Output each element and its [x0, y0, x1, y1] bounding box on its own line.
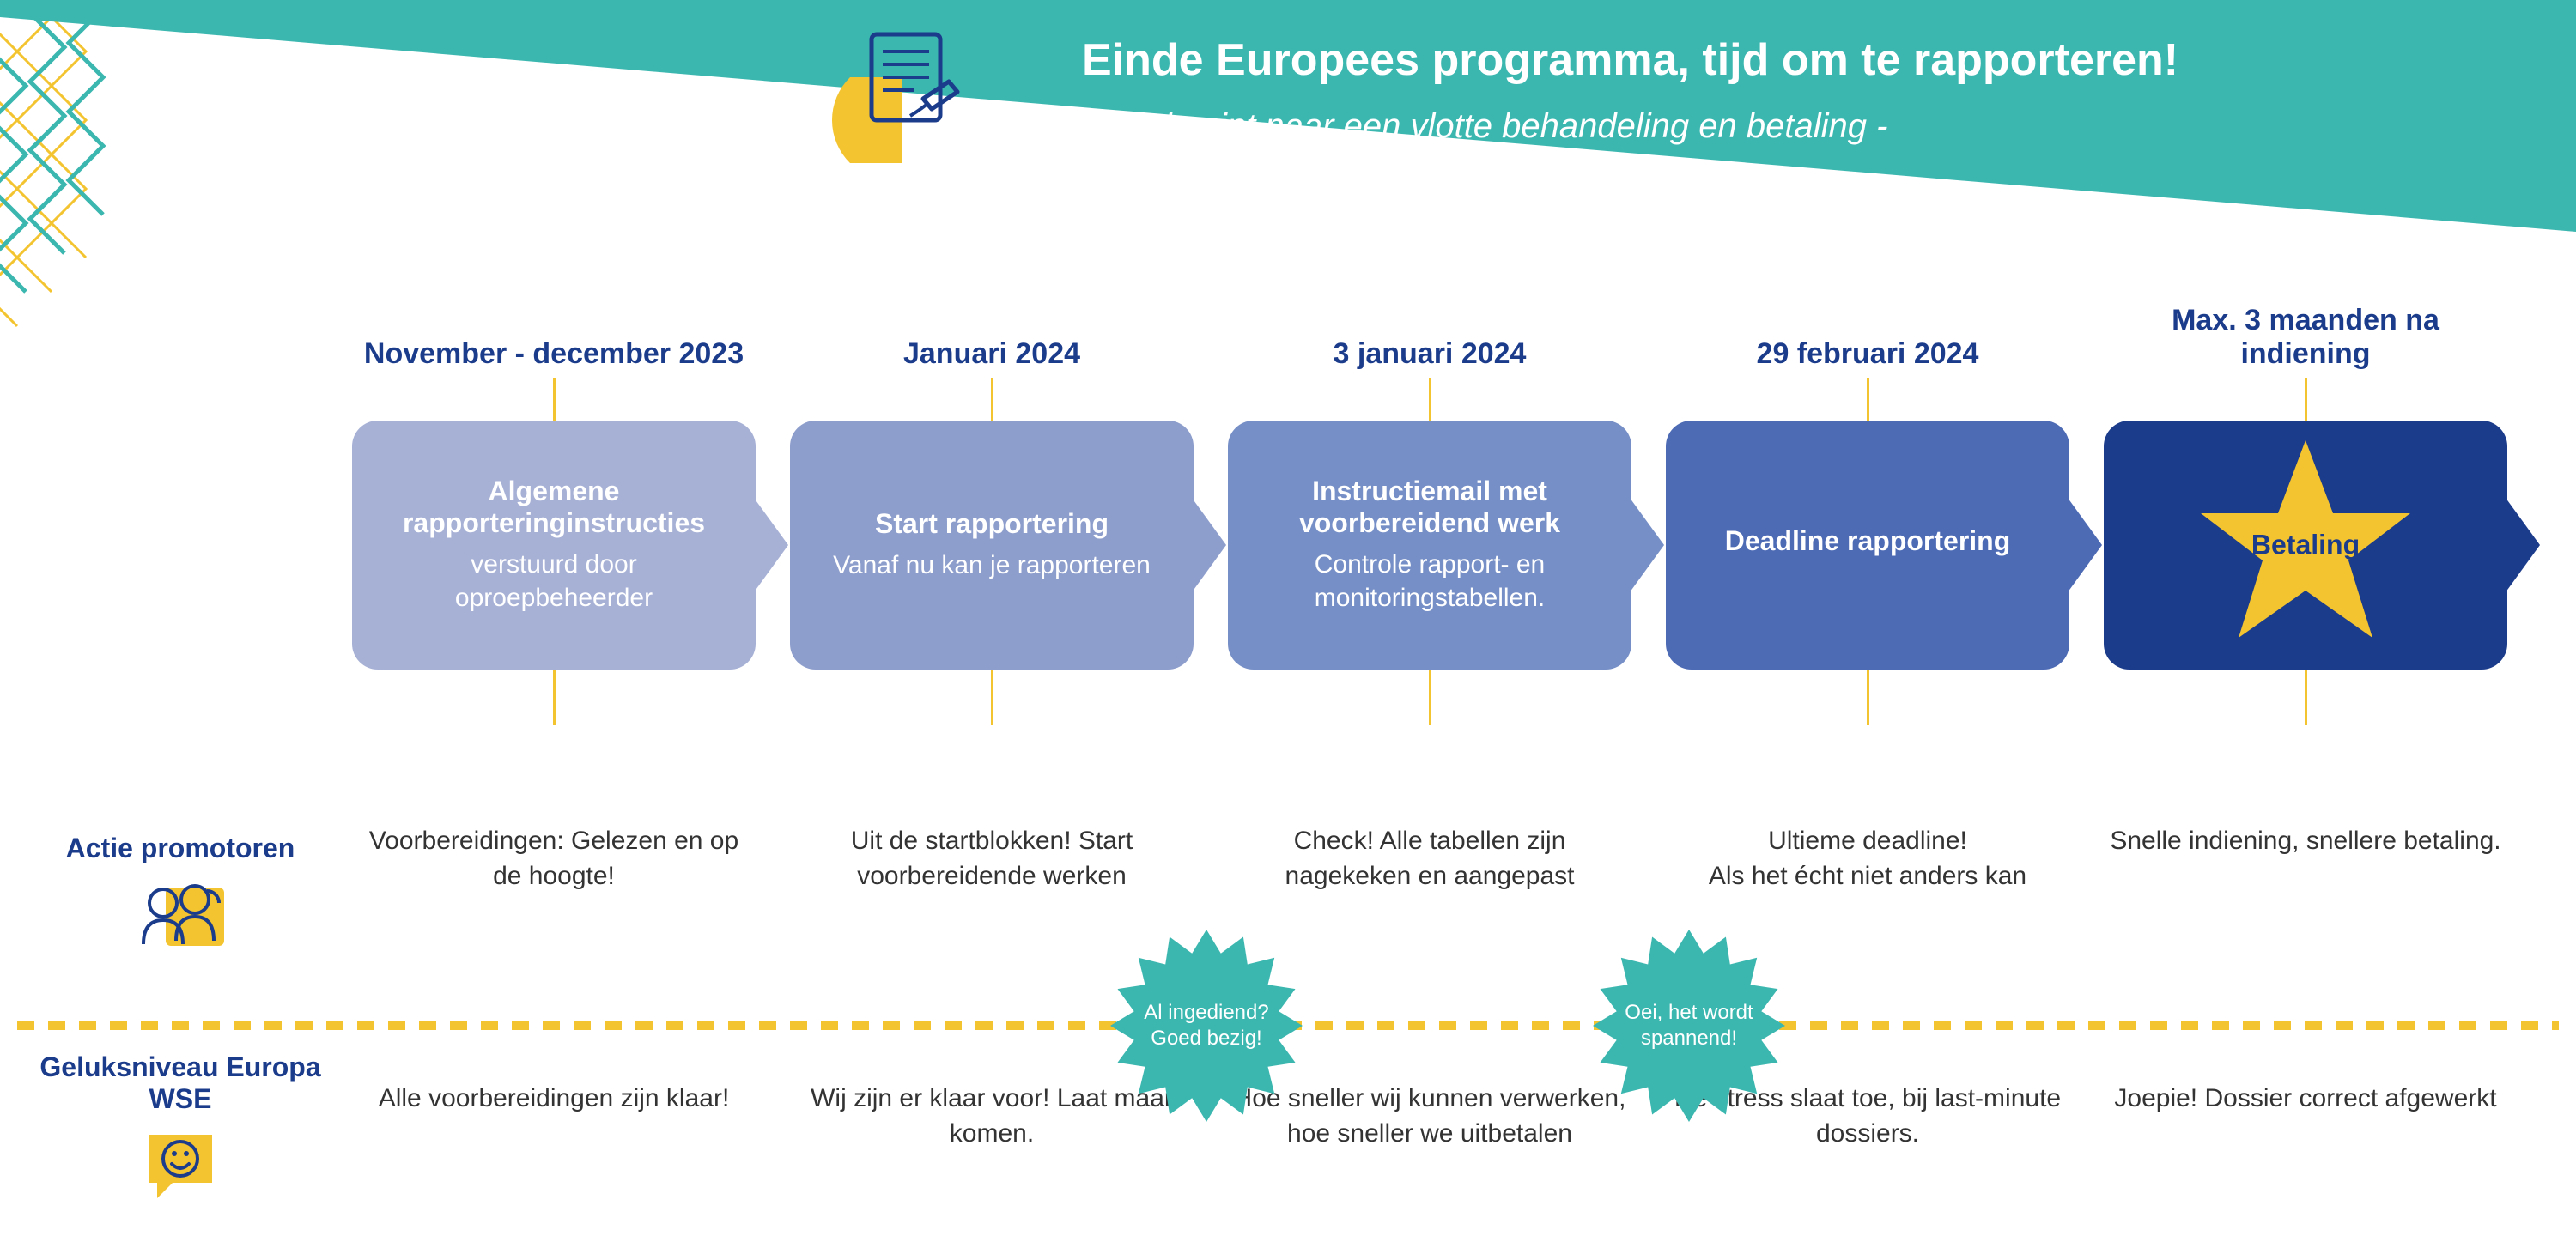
connector-line: [1867, 378, 1869, 421]
timeline-step: Januari 2024 Start rapportering Vanaf nu k…: [790, 300, 1194, 725]
timeline-step: November - december 2023 Algemene rapport…: [352, 300, 756, 725]
step-date: 3 januari 2024: [1334, 300, 1527, 378]
star-icon: Betaling: [2185, 432, 2426, 659]
star-label: Betaling: [2251, 530, 2360, 561]
connector-line: [1429, 670, 1431, 725]
burst-text: Al ingediend? Goed bezig!: [1125, 1000, 1288, 1051]
header-text: Einde Europees programma, tijd om te rap…: [1082, 34, 2178, 146]
chevron-box: Instructiemail met voorbereidend werk Con…: [1228, 421, 1631, 670]
smiley-chat-icon: [142, 1128, 219, 1209]
timeline-step: 29 februari 2024 Deadline rapportering: [1666, 300, 2069, 725]
timeline-step: 3 januari 2024 Instructiemail met voorber…: [1228, 300, 1631, 725]
actie-text: Ultieme deadline! Als het écht niet ande…: [1666, 824, 2069, 894]
box-title: Instructiemail met voorbereidend werk: [1262, 476, 1597, 539]
connector-line: [1867, 670, 1869, 725]
label-actie-promotoren: Actie promotoren: [26, 833, 335, 954]
actie-text: Voorbereidingen: Gelezen en op de hoogte…: [352, 824, 756, 894]
box-subtitle: verstuurd door oproepbeheerder: [386, 548, 721, 615]
timeline-step: Max. 3 maanden na indiening Betaling: [2104, 300, 2507, 725]
connector-line: [991, 378, 993, 421]
burst-text: Oei, het wordt spannend!: [1607, 1000, 1771, 1051]
header-title: Einde Europees programma, tijd om te rap…: [1082, 34, 2178, 86]
step-date: November - december 2023: [364, 300, 744, 378]
chevron-box: Start rapportering Vanaf nu kan je rappor…: [790, 421, 1194, 670]
actie-text: Uit de startblokken! Start voorbereidend…: [790, 824, 1194, 894]
chevron-box: Deadline rapportering: [1666, 421, 2069, 670]
geluk-text: Alle voorbereidingen zijn klaar!: [352, 1082, 756, 1151]
connector-line: [2305, 670, 2307, 725]
actie-text: Snelle indiening, snellere betaling.: [2104, 824, 2507, 894]
connector-line: [991, 670, 993, 725]
chevron-box: Algemene rapporteringinstructies verstuur…: [352, 421, 756, 670]
chevron-box: Betaling: [2104, 421, 2507, 670]
actie-text: Check! Alle tabellen zijn nagekeken en a…: [1228, 824, 1631, 894]
row-actie: Voorbereidingen: Gelezen en op de hoogte…: [352, 824, 2507, 894]
people-icon: [133, 877, 228, 954]
connector-line: [553, 670, 556, 725]
connector-line: [1429, 378, 1431, 421]
box-title: Start rapportering: [875, 508, 1109, 540]
timeline: November - december 2023 Algemene rapport…: [352, 300, 2507, 725]
step-date: Januari 2024: [903, 300, 1080, 378]
step-date: Max. 3 maanden na indiening: [2104, 300, 2507, 378]
document-signing-icon: [824, 26, 962, 163]
geluk-text: Joepie! Dossier correct afgewerkt: [2104, 1082, 2507, 1151]
box-title: Algemene rapporteringinstructies: [386, 476, 721, 539]
connector-line: [553, 378, 556, 421]
header-subtitle: - Eindsprint naar een vlotte behandeling…: [1082, 107, 2178, 146]
row-geluk: Alle voorbereidingen zijn klaar!Wij zijn…: [352, 1082, 2507, 1151]
burst-badge: Oei, het wordt spannend!: [1590, 927, 1788, 1124]
box-subtitle: Vanaf nu kan je rapporteren: [833, 548, 1151, 582]
label-geluksniveau: Geluksniveau Europa WSE: [26, 1051, 335, 1209]
box-title: Deadline rapportering: [1725, 525, 2011, 557]
step-date: 29 februari 2024: [1757, 300, 1979, 378]
box-subtitle: Controle rapport- en monitoringstabellen…: [1262, 548, 1597, 615]
burst-badge: Al ingediend? Goed bezig!: [1108, 927, 1305, 1124]
connector-line: [2305, 378, 2307, 421]
